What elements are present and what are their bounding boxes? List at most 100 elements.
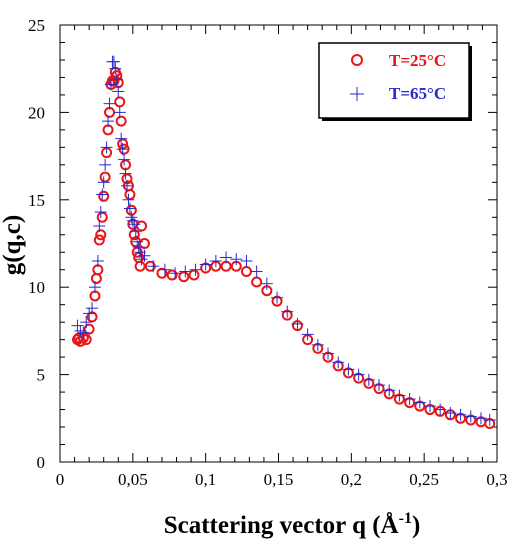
data-point-plus [121,179,134,192]
data-point-plus [169,267,182,280]
data-point-circle [95,229,107,241]
y-tick-label: 0 [37,453,46,472]
data-point-plus [132,240,145,253]
x-axis: 0 0,05 0,1 0,15 0,2 0,25 0,3 [56,25,508,489]
data-point-plus [83,307,96,320]
data-point-circle [124,189,136,201]
legend: T=25°C T=65°C [318,42,472,121]
data-point-plus [483,414,496,427]
data-point-plus [342,363,355,376]
x-axis-label-superscript: -1 [399,510,412,527]
data-point-plus [291,317,304,330]
data-point-plus [189,263,202,276]
x-tick-label: 0,1 [195,470,216,489]
data-point-circle [90,272,102,284]
y-tick-label: 20 [28,103,45,122]
data-point-plus [352,368,365,381]
data-point-circle [93,234,105,246]
legend-shadow-bottom [322,118,472,121]
data-point-plus [125,211,138,224]
data-point-plus [71,319,84,332]
data-point-circle [188,269,200,281]
data-point-circle [80,334,92,346]
data-point-plus [271,291,284,304]
x-tick-label: 0,25 [409,470,439,489]
data-point-plus [74,324,87,337]
x-axis-label-close: ) [412,512,420,539]
data-point-plus [138,249,151,262]
x-tick-label: 0,15 [264,470,294,489]
data-point-circle [114,96,126,108]
data-point-circle [96,211,108,223]
data-point-circle [83,323,95,335]
data-series [71,55,496,430]
data-point-plus [110,73,123,86]
y-tick-label: 10 [28,278,45,297]
data-point-plus [147,260,160,273]
data-point-plus [454,408,467,421]
data-point-plus [104,78,117,91]
data-point-plus [128,218,141,231]
data-point-plus [158,263,171,276]
legend-label-25c: T=25°C [389,51,446,70]
data-point-plus [80,316,93,329]
data-point-plus [116,143,129,156]
data-point-plus [179,265,192,278]
data-point-plus [373,379,386,392]
data-point-plus [126,214,139,227]
data-point-plus [383,384,396,397]
data-point-circle [98,190,110,202]
data-point-plus [362,373,375,386]
data-point-plus [135,253,148,266]
data-point-plus [107,55,120,68]
data-point-plus [209,254,222,267]
data-point-circle [138,238,150,249]
data-point-plus [474,412,487,425]
x-tick-label: 0 [56,470,65,489]
data-point-plus [115,132,128,145]
y-tick-label: 5 [37,366,46,385]
data-point-plus [230,253,243,266]
data-point-plus [129,225,142,238]
series-2 [71,55,496,427]
x-axis-label: Scattering vector q (Å-1) [164,510,421,539]
data-point-plus [281,305,294,318]
data-point-plus [113,106,126,119]
data-point-plus [434,403,447,416]
data-point-plus [77,326,90,339]
y-tick-label: 15 [28,191,45,210]
legend-marker-plus [350,87,364,101]
data-point-plus [97,176,110,189]
data-point-plus [260,277,273,290]
data-point-plus [220,251,233,264]
data-point-plus [393,389,406,402]
x-tick-label: 0,05 [118,470,148,489]
data-point-plus [119,167,132,180]
data-point-plus [444,407,457,420]
data-point-circle [156,267,168,279]
data-point-plus [100,141,113,154]
data-point-plus [88,281,101,294]
data-point-plus [332,356,345,369]
data-point-circle [115,115,127,127]
legend-box [318,42,470,119]
data-point-plus [94,206,107,219]
data-point-plus [102,115,115,128]
data-point-plus [103,97,116,110]
data-point-circle [166,269,178,281]
data-point-plus [199,258,212,271]
y-tick-label: 25 [28,16,45,35]
data-point-plus [403,393,416,406]
data-point-plus [301,328,314,341]
data-point-plus [96,188,109,201]
data-point-plus [250,265,263,278]
data-point-plus [112,85,125,98]
data-point-circle [178,271,190,283]
data-point-plus [118,153,131,166]
data-point-plus [93,220,106,233]
data-point-plus [122,193,135,206]
data-point-plus [423,400,436,413]
data-point-plus [109,62,122,75]
data-point-circle [136,220,148,232]
